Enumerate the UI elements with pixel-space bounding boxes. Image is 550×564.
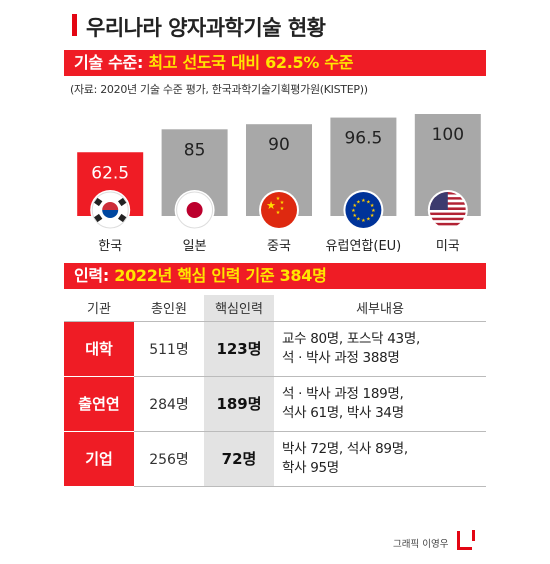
flag-bg [345, 192, 382, 228]
bar-group-3: 96.5★★★★★★★★★ ★ ★★유럽연합(EU) [326, 117, 402, 254]
row-detail-line1: 박사 72명, 석사 89명, [282, 440, 408, 457]
workforce-highlight: 2022년 핵심 인력 기준 384명 [114, 266, 327, 285]
trigram [118, 213, 127, 223]
stripe [429, 210, 466, 213]
china-flag-icon: ★ ★★★★ [259, 190, 299, 230]
bar-value-label: 90 [268, 135, 290, 155]
source-note: (자료: 2020년 기술 수준 평가, 한국과학기술기획평가원(KISTEP)… [70, 83, 368, 96]
eu-star: ★ [352, 203, 357, 209]
eu-star: ★ [351, 208, 356, 214]
eu-star: ★ [370, 213, 375, 219]
star-small: ★ [276, 196, 281, 202]
bar-group-0: 62.5 한국 [77, 152, 144, 254]
bar-group-4: 100 미국 [414, 114, 481, 254]
title-accent-bar [72, 14, 77, 36]
usa-flag-icon [427, 190, 468, 230]
eu-star: ★ [366, 217, 371, 223]
row-institution: 기업 [64, 431, 134, 487]
star-large: ★ [266, 199, 276, 212]
row-institution: 출연연 [64, 376, 134, 432]
star-small: ★ [280, 200, 285, 206]
tech-level-highlight: 최고 선도국 대비 62.5% 수준 [148, 53, 354, 72]
publisher-logo-icon [457, 530, 475, 550]
row-core: 189명 [204, 376, 274, 432]
row-detail-line2: 석 · 박사 과정 388명 [282, 349, 400, 366]
eu-star: ★ [352, 213, 357, 219]
stripe [429, 215, 466, 218]
eu-flag-icon: ★★★★★★★★★ ★ ★★ [343, 190, 384, 230]
category-label: 중국 [267, 239, 291, 254]
table-row: 기업 256명 72명 박사 72명, 석사 89명, 학사 95명 [64, 431, 486, 487]
trigram [94, 213, 103, 223]
eu-star: ★ [356, 199, 361, 205]
graphic-credit: 그래픽 이영우 [393, 539, 449, 550]
bar-value-label: 85 [184, 140, 206, 160]
eu-star: ★ [371, 208, 376, 214]
bar-value-label: 100 [432, 125, 464, 145]
row-detail-line2: 석사 61명, 박사 34명 [282, 404, 404, 421]
eu-star: ★ [361, 218, 366, 224]
category-label: 유럽연합(EU) [326, 239, 402, 254]
row-detail-line2: 학사 95명 [282, 459, 339, 476]
eu-star: ★ [356, 217, 361, 223]
row-total: 284명 [134, 376, 204, 432]
header-institution: 기관 [64, 295, 134, 322]
workforce-table: 기관 총인원 핵심인력 세부내용 대학 511명 123명 교수 80명, 포스… [64, 295, 486, 487]
flag-bg [261, 192, 297, 228]
workforce-label: 인력: [74, 266, 109, 285]
header-total: 총인원 [134, 295, 204, 322]
table-header-row: 기관 총인원 핵심인력 세부내용 [64, 295, 486, 322]
taegeuk-blue [102, 210, 119, 218]
row-detail-line1: 교수 80명, 포스닥 43명, [282, 330, 420, 347]
stripe [429, 212, 466, 216]
category-label: 미국 [436, 239, 460, 254]
tech-level-header: 기술 수준: 최고 선도국 대비 62.5% 수준 [64, 50, 486, 76]
hinomaru [186, 202, 203, 218]
star-small: ★ [276, 210, 281, 216]
header-detail: 세부내용 [274, 295, 486, 322]
table-row: 대학 511명 123명 교수 80명, 포스닥 43명, 석 · 박사 과정 … [64, 321, 486, 377]
table-row: 출연연 284명 189명 석 · 박사 과정 189명, 석사 61명, 박사… [64, 376, 486, 432]
japan-flag-icon [174, 190, 215, 230]
workforce-header: 인력: 2022년 핵심 인력 기준 384명 [64, 263, 486, 289]
category-label: 한국 [98, 239, 122, 254]
stripe [429, 220, 466, 223]
category-label: 일본 [183, 239, 207, 254]
korea-flag-icon [90, 190, 131, 230]
tech-level-label: 기술 수준: [74, 53, 144, 72]
row-detail-line1: 석 · 박사 과정 189명, [282, 385, 404, 402]
row-detail: 박사 72명, 석사 89명, 학사 95명 [274, 431, 486, 487]
stripe [429, 217, 466, 221]
bar-group-1: 85 일본 [161, 129, 228, 254]
row-total: 511명 [134, 321, 204, 377]
bar-group-2: 90★ ★★★★중국 [246, 124, 312, 254]
stripe [429, 225, 466, 228]
bar-value-label: 62.5 [91, 163, 129, 183]
row-total: 256명 [134, 431, 204, 487]
eu-star: ★ [370, 203, 375, 209]
trigram [94, 197, 103, 207]
row-core: 72명 [204, 431, 274, 487]
trigram [118, 197, 127, 207]
row-core: 123명 [204, 321, 274, 377]
taegeuk-red [102, 202, 119, 210]
page-title: 우리나라 양자과학기술 현황 [86, 16, 326, 40]
row-institution: 대학 [64, 321, 134, 377]
stripe [429, 222, 466, 226]
eu-star: ★ [361, 198, 366, 204]
eu-star: ★ [366, 199, 371, 205]
row-detail: 교수 80명, 포스닥 43명, 석 · 박사 과정 388명 [274, 321, 486, 377]
row-detail: 석 · 박사 과정 189명, 석사 61명, 박사 34명 [274, 376, 486, 432]
header-core: 핵심인력 [204, 295, 274, 322]
bar-value-label: 96.5 [344, 129, 382, 149]
flag-clip [429, 192, 466, 228]
star-small: ★ [280, 206, 285, 212]
